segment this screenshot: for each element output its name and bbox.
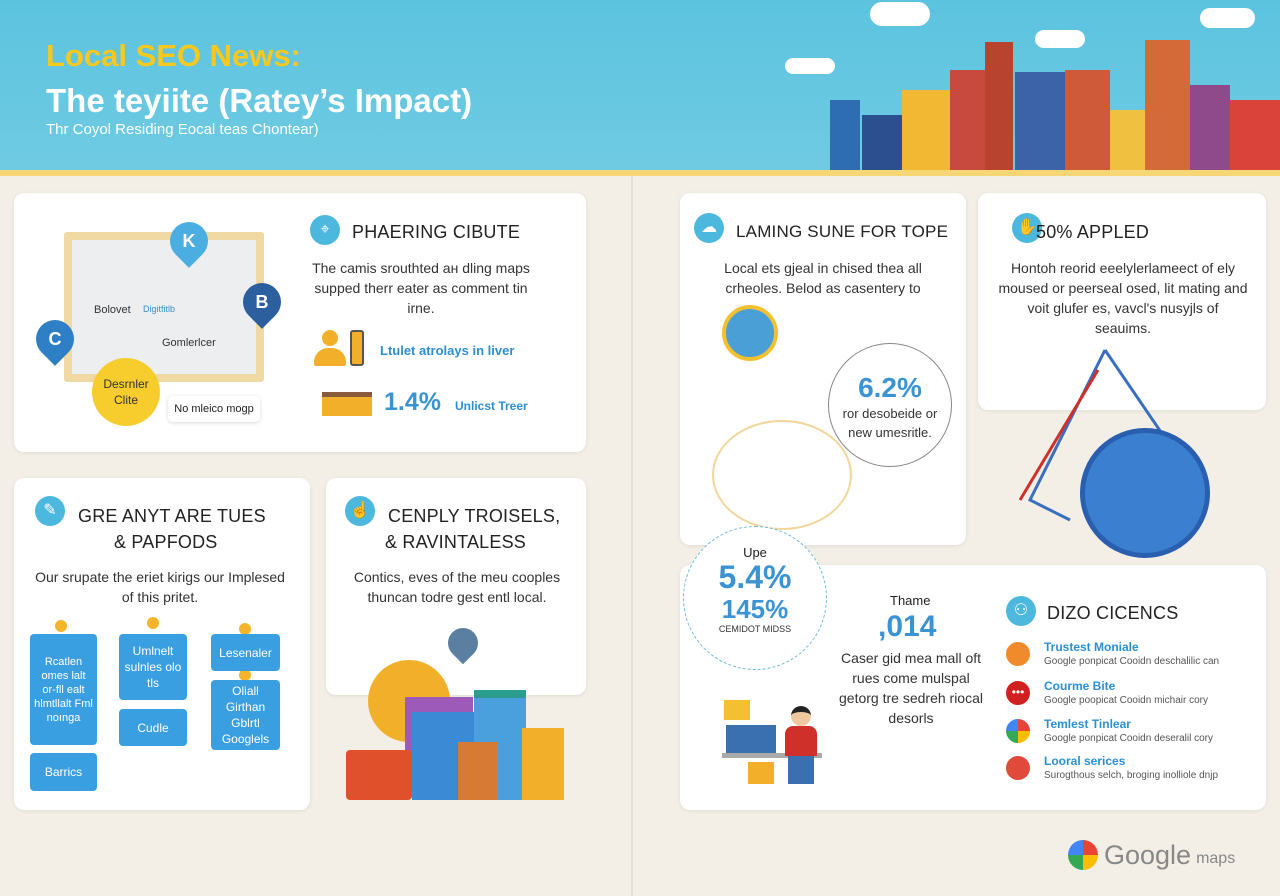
stat-label: Unlicst Treer	[455, 399, 528, 413]
map-tooltip: No mleico mogp	[168, 396, 260, 422]
list-item-desc: Google poopicat Cooidn michair cory	[1044, 695, 1208, 706]
handshake-icon: ✋	[1012, 213, 1042, 243]
list-item-title: Courme Bite	[1044, 679, 1116, 693]
stat-value: 6.2%	[858, 372, 922, 403]
stat-label: Upe	[743, 545, 767, 560]
card-text: Contics, eves of the meu cooples thuncan…	[353, 569, 561, 605]
card-title: GRE ANYT ARE TUES	[78, 506, 266, 526]
growth-stat-circle: Upe 5.4% 145% CEMIDOT MIDSS	[683, 526, 827, 670]
map-pin-b[interactable]: B	[235, 275, 289, 329]
feature-box[interactable]: Oliall Girthan Gblrtl Googlels	[211, 680, 280, 750]
medallion-illustration	[722, 305, 778, 361]
stat-bubble: 6.2% ror desobeide or new umesritle.	[828, 343, 952, 467]
map-label: Digitfitlb	[143, 304, 176, 314]
more-dots-icon: •••	[1006, 681, 1030, 705]
page-tagline: Thr Coyol Residing Eocal teas Chontear)	[46, 121, 319, 138]
header-divider	[0, 170, 1280, 176]
card-title: CENPLY TROISELS,	[388, 506, 561, 526]
stat-label: CEMIDOT MIDSS	[718, 624, 792, 634]
header-banner: Local SEO News: The teyiite (Ratey’s Imp…	[0, 0, 1280, 170]
theme-text: Caser gid mea mall oft rues come mulspal…	[839, 650, 983, 726]
stat-value: 145%	[721, 594, 789, 624]
google-color-icon	[1006, 719, 1030, 743]
feature-box[interactable]: Cudle	[119, 709, 187, 746]
card-title: LAMING SUNE FOR TOPE	[736, 222, 949, 241]
card-text: The camis srouthted ан dling maps supped…	[312, 260, 530, 316]
feature-box[interactable]: Rcatlen omes lalt or-fll ealt hlmtllalt …	[30, 634, 97, 745]
card-title-line2: & RAVINTALESS	[385, 532, 526, 552]
feature-box[interactable]: Barrics	[30, 753, 97, 791]
map-pin-k[interactable]: K	[162, 214, 216, 268]
compass-illustration	[712, 420, 852, 530]
tools-icon: ✎	[35, 496, 65, 526]
brand-name: Google	[1104, 839, 1192, 870]
card-title: 50% APPLED	[1036, 222, 1150, 242]
card-text: Our srupate the eriet kirigs our Implese…	[35, 569, 285, 605]
theme-value: ,014	[878, 610, 937, 643]
map-label: Bolovet	[94, 304, 131, 316]
brand-suffix: maps	[1196, 850, 1236, 867]
hand-icon: ☝	[345, 496, 375, 526]
stat-value: 5.4%	[718, 559, 792, 595]
phone-icon	[350, 330, 364, 366]
stat-label: ror desobeide or new umesritle.	[842, 406, 938, 440]
stat-label: Ltulet atrolays in liver	[380, 343, 515, 358]
card-text: Hontoh reorid eeelylerlameect of ely mou…	[998, 260, 1248, 336]
service-icon	[1006, 756, 1030, 780]
pin-icon: ⌖	[310, 215, 340, 245]
list-item-desc: Google ponpicat Cooidn deschalilic can	[1044, 656, 1220, 667]
people-icon: ⚇	[1006, 596, 1036, 626]
feature-box[interactable]: Umlnelt sulnles olo tls	[119, 634, 187, 700]
stat-value: 1.4%	[384, 388, 441, 416]
badge-icon	[53, 618, 69, 634]
center-divider	[631, 176, 633, 896]
google-maps-pinwheel-icon	[1068, 840, 1098, 870]
card-title: DIZO CICENCS	[1047, 603, 1179, 623]
feature-box[interactable]: Lesenaler	[211, 634, 280, 671]
page-title: Local SEO News:	[46, 38, 301, 73]
palette-icon	[1006, 642, 1030, 666]
list-item-desc: Google ponpicat Cooidn deseralil cory	[1044, 733, 1213, 744]
badge-icon	[145, 615, 161, 631]
cloud-icon: ☁	[694, 213, 724, 243]
google-maps-logo: Google maps	[1068, 838, 1235, 872]
map-label: Gomlerlcer	[162, 337, 216, 349]
card-title: PHAERING CIBUTE	[352, 222, 521, 242]
page-subtitle: The teyiite (Ratey’s Impact)	[46, 82, 473, 119]
list-item-title: Looral serices	[1044, 754, 1126, 768]
list-item-desc: Surogthous selch, broging inolliole dnjp	[1044, 770, 1219, 781]
map-pin-c[interactable]: C	[28, 312, 82, 366]
list-item-title: Trustest Moniale	[1044, 640, 1139, 654]
storefront-icon	[322, 392, 372, 416]
card-title-line2: & PAPFODS	[114, 532, 218, 552]
person-icon	[314, 330, 346, 366]
theme-label: Thame	[890, 593, 931, 608]
location-bubble: Desrnler Clite	[92, 358, 160, 426]
list-item-title: Temlest Tinlear	[1044, 717, 1131, 731]
card-text: Local ets gjeal in chised thea all crheo…	[724, 260, 922, 296]
